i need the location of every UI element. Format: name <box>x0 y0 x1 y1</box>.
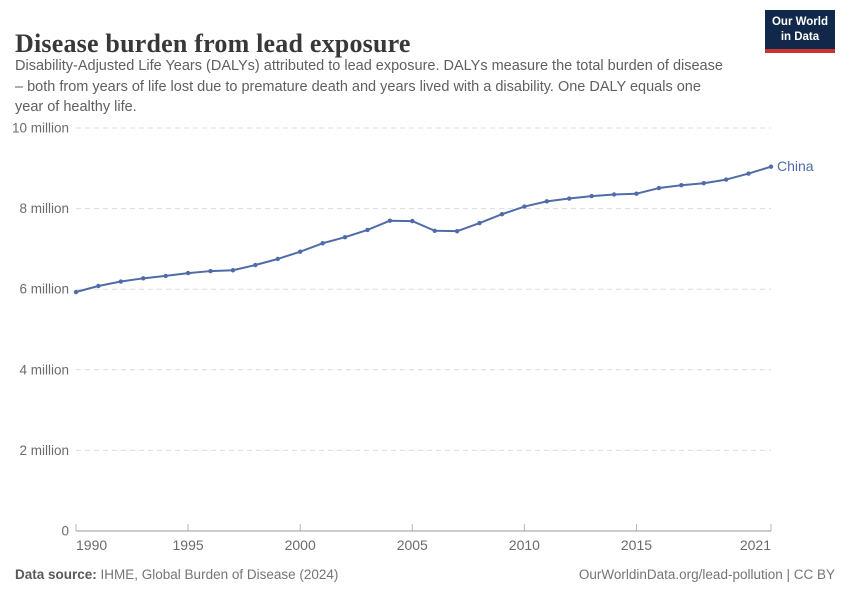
data-point <box>163 273 168 279</box>
data-source-text: IHME, Global Burden of Disease (2024) <box>96 567 339 582</box>
data-point <box>320 241 325 246</box>
data-point <box>118 279 124 284</box>
data-point <box>365 227 370 233</box>
data-point <box>432 228 437 233</box>
data-point <box>297 249 303 254</box>
chart-canvas[interactable]: 0 2 million 4 million 6 million 8 million 10 … <box>0 112 850 562</box>
data-point <box>634 191 639 196</box>
data-line <box>75 165 772 294</box>
owid-logo[interactable]: Our World in Data <box>764 10 835 53</box>
chart-subtitle: Disability-Adjusted Life Years (DALYs) a… <box>15 56 723 118</box>
credit-note: OurWorldinData.org/lead-pollution | CC B… <box>578 567 835 582</box>
data-point <box>768 164 774 169</box>
data-point <box>387 218 393 223</box>
data-point <box>746 171 751 176</box>
data-point <box>522 204 527 209</box>
data-point <box>73 289 79 295</box>
owid-logo-text: in Data <box>780 30 820 43</box>
x-tick-label: 2010 <box>509 537 540 553</box>
subtitle-line: Disability-Adjusted Life Years (DALYs) a… <box>15 58 723 74</box>
data-point <box>208 268 213 274</box>
y-tick-label: 2 million <box>19 443 69 458</box>
data-point <box>679 183 684 188</box>
y-tick-label: 6 million <box>19 282 69 297</box>
data-point <box>544 199 550 204</box>
data-point <box>499 212 505 217</box>
data-point <box>477 220 482 226</box>
y-tick-label: 4 million <box>19 362 69 377</box>
data-point <box>185 270 191 276</box>
data-source-label: Data source: <box>15 567 97 582</box>
y-tick-label: 10 million <box>12 121 69 136</box>
x-tick-label: 2015 <box>621 537 652 553</box>
data-point <box>454 228 460 234</box>
data-point <box>656 185 662 191</box>
data-point <box>275 256 280 262</box>
data-point <box>611 192 617 197</box>
x-tick-label: 1990 <box>76 537 107 553</box>
x-tick-label: 2021 <box>740 537 771 553</box>
data-source-note: Data source: IHME, Global Burden of Dise… <box>15 567 338 582</box>
subtitle-line: year of healthy life. <box>15 99 137 116</box>
x-tick-label: 2005 <box>397 537 428 553</box>
y-tick-label: 8 million <box>19 201 69 216</box>
subtitle-line: – both from years of life lost due to pr… <box>15 78 701 95</box>
data-point <box>701 181 706 186</box>
data-point <box>230 268 236 273</box>
data-point <box>342 235 348 240</box>
y-tick-label: 0 <box>61 524 69 539</box>
entity-label: China <box>777 158 814 174</box>
owid-logo-text: Our World <box>771 16 828 28</box>
data-point <box>589 193 594 199</box>
data-point <box>96 283 101 289</box>
x-tick-label: 1995 <box>173 537 204 553</box>
chart-title: Disease burden from lead exposure <box>15 29 411 59</box>
data-point <box>141 276 146 281</box>
data-point <box>567 196 572 201</box>
data-point <box>253 262 258 268</box>
data-point <box>723 177 729 182</box>
x-tick-label: 2000 <box>285 537 316 553</box>
data-point <box>410 218 415 224</box>
